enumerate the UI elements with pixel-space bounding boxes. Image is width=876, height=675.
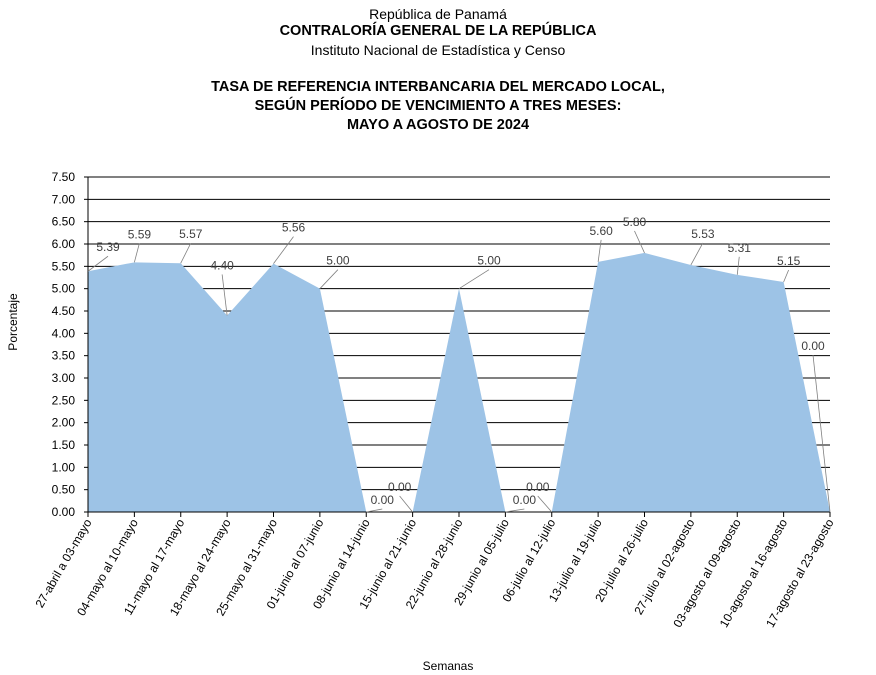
area-series xyxy=(88,252,830,512)
y-tick-label: 7.50 xyxy=(52,170,76,184)
data-label: 5.80 xyxy=(623,215,647,229)
data-label-leader xyxy=(537,495,553,513)
data-label-leader xyxy=(812,354,831,513)
area-fill xyxy=(88,252,830,512)
x-axis-label: Semanas xyxy=(423,659,474,673)
y-tick-label: 3.00 xyxy=(52,371,76,385)
data-label-leader xyxy=(505,508,525,513)
data-label-leader xyxy=(273,236,294,264)
data-label: 0.00 xyxy=(513,493,537,507)
data-label-leader xyxy=(736,256,740,275)
data-label-leader xyxy=(133,243,140,263)
data-label: 5.59 xyxy=(128,227,152,241)
y-tick-labels: 0.00 0.50 1.00 1.50 2.00 2.50 3.00 3.50 4.00 4.50… xyxy=(52,170,76,519)
data-labels: 5.395.59 5.574.405.565.000.000.005.000.00… xyxy=(87,215,831,513)
institution-name: CONTRALORÍA GENERAL DE LA REPÚBLICA xyxy=(279,23,597,39)
y-tick-label: 7.00 xyxy=(52,192,76,206)
data-label-leader xyxy=(319,269,339,289)
y-tick-label: 5.00 xyxy=(52,282,76,296)
y-tick-label: 3.50 xyxy=(52,349,76,363)
data-label-leader xyxy=(180,243,192,264)
data-label: 5.15 xyxy=(777,254,801,268)
y-tick-label: 5.50 xyxy=(52,259,76,273)
data-label-leader xyxy=(783,269,789,283)
data-label: 0.00 xyxy=(526,480,550,494)
data-label: 0.00 xyxy=(801,339,825,353)
data-label-leader xyxy=(87,255,109,272)
axes xyxy=(84,176,831,517)
data-label-leader xyxy=(458,269,490,290)
y-tick-label: 2.00 xyxy=(52,416,76,430)
data-label: 4.40 xyxy=(210,258,234,272)
data-label: 5.56 xyxy=(282,221,306,235)
data-label-leader xyxy=(597,239,602,262)
data-label: 5.00 xyxy=(477,254,501,268)
y-tick-label: 4.50 xyxy=(52,304,76,318)
data-label: 5.00 xyxy=(326,254,350,268)
y-tick-label: 6.50 xyxy=(52,215,76,229)
y-tick-label: 1.00 xyxy=(52,460,76,474)
country-name: República de Panamá xyxy=(369,6,507,22)
data-label-leader xyxy=(634,230,645,254)
data-label-leader xyxy=(399,495,413,513)
data-label: 0.00 xyxy=(371,493,395,507)
y-tick-label: 4.00 xyxy=(52,326,76,340)
chart-title-line-3: MAYO A AGOSTO DE 2024 xyxy=(346,117,530,133)
data-label-leader xyxy=(690,242,704,266)
data-label: 0.00 xyxy=(388,480,412,494)
data-label-leader xyxy=(221,274,228,316)
y-tick-label: 0.00 xyxy=(52,505,76,519)
y-tick-label: 1.50 xyxy=(52,438,76,452)
data-label: 5.60 xyxy=(589,224,613,238)
data-label: 5.31 xyxy=(728,241,752,255)
y-tick-label: 2.50 xyxy=(52,393,76,407)
data-label: 5.39 xyxy=(96,240,120,254)
chart-title-line-1: TASA DE REFERENCIA INTERBANCARIA DEL MER… xyxy=(211,79,665,95)
data-label-leader xyxy=(366,508,383,513)
office-name: Instituto Nacional de Estadística y Cens… xyxy=(310,42,566,58)
y-axis-label: Porcentaje xyxy=(6,293,20,351)
chart-title-line-2: SEGÚN PERÍODO DE VENCIMIENTO A TRES MESE… xyxy=(254,98,622,114)
y-tick-label: 6.00 xyxy=(52,237,76,251)
data-label: 5.53 xyxy=(691,227,715,241)
data-label: 5.57 xyxy=(179,227,203,241)
y-tick-label: 0.50 xyxy=(52,483,76,497)
